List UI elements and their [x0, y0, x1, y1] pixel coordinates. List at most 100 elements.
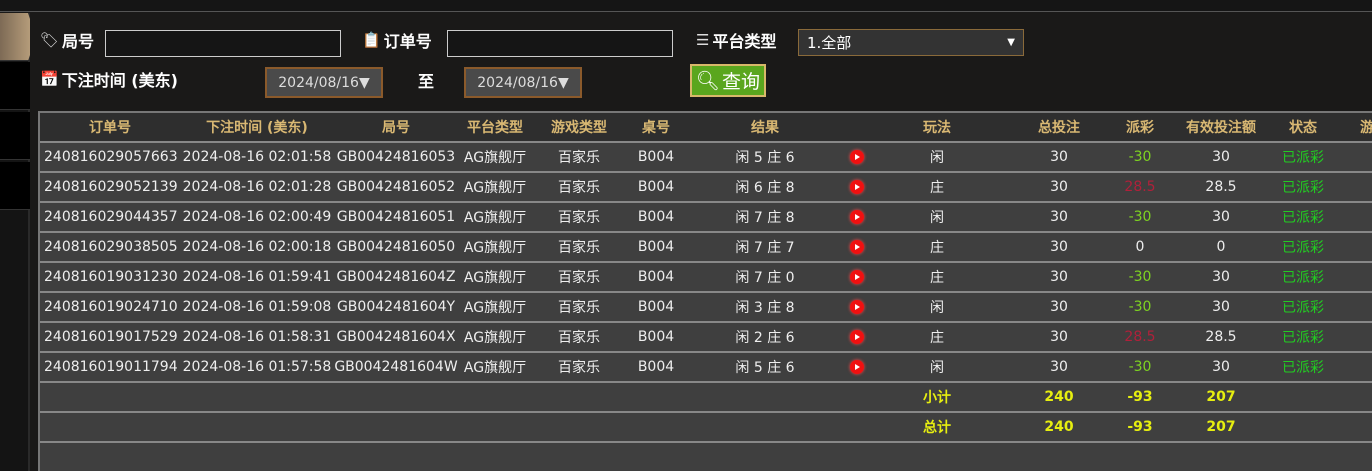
table-row[interactable]: 240816029044357 2024-08-16 02:00:49 GB0042…: [40, 202, 1372, 233]
table-cell: [1330, 232, 1372, 263]
table-cell: AG旗舰厅: [458, 142, 532, 173]
table-cell: 闲 7 庄 8: [686, 202, 844, 233]
date-from-picker[interactable]: 2024/08/16▼: [265, 67, 383, 98]
table-cell: 207: [1166, 382, 1276, 413]
table-cell: -93: [1114, 412, 1166, 443]
table-cell: 240816019011794: [40, 352, 180, 383]
table-cell: [180, 382, 334, 413]
play-video-icon[interactable]: [850, 330, 864, 344]
table-cell: 已派彩: [1276, 202, 1330, 233]
table-row[interactable]: 240816019031230 2024-08-16 01:59:41 GB0042…: [40, 262, 1372, 293]
table-cell: GB00424816052: [334, 172, 458, 203]
table-cell: [180, 412, 334, 443]
sidebar-tab[interactable]: [0, 162, 30, 210]
table-cell: GB0042481604W: [334, 352, 458, 383]
round-label-text: 局号: [62, 32, 95, 51]
platform-select-value: 1.全部: [807, 34, 852, 52]
table-cell: [1330, 202, 1372, 233]
table-cell: 30: [1004, 202, 1114, 233]
table-cell: [686, 412, 844, 443]
order-label: 📋 订单号: [362, 28, 432, 52]
play-video-icon[interactable]: [850, 210, 864, 224]
column-header: 下注时间 (美东): [180, 113, 334, 143]
table-cell: 240816029038505: [40, 232, 180, 263]
table-cell: [1330, 292, 1372, 323]
table-cell: 百家乐: [532, 292, 626, 323]
table-cell: 闲 7 庄 7: [686, 232, 844, 263]
table-cell: [1330, 262, 1372, 293]
calendar-icon: 📅: [40, 70, 59, 88]
table-cell: 2024-08-16 01:59:41: [180, 262, 334, 293]
table-cell: 已派彩: [1276, 352, 1330, 383]
play-video-icon[interactable]: [850, 360, 864, 374]
table-cell: GB00424816051: [334, 202, 458, 233]
round-input[interactable]: [105, 30, 341, 57]
table-cell: AG旗舰厅: [458, 292, 532, 323]
table-cell: B004: [626, 322, 686, 353]
table-cell: GB00424816050: [334, 232, 458, 263]
table-cell: AG旗舰厅: [458, 232, 532, 263]
table-row[interactable]: 240816029038505 2024-08-16 02:00:18 GB0042…: [40, 232, 1372, 263]
table-row[interactable]: 240816019024710 2024-08-16 01:59:08 GB0042…: [40, 292, 1372, 323]
table-cell: 已派彩: [1276, 172, 1330, 203]
sidebar-tab[interactable]: [0, 112, 30, 160]
sidebar-tab[interactable]: [0, 62, 30, 110]
platform-select[interactable]: 1.全部 ▼: [798, 29, 1024, 56]
table-cell: [844, 172, 870, 203]
clipboard-icon: 📋: [362, 31, 381, 49]
table-row[interactable]: 240816029057663 2024-08-16 02:01:58 GB0042…: [40, 142, 1372, 173]
table-cell: 2024-08-16 02:00:49: [180, 202, 334, 233]
play-video-icon[interactable]: [850, 240, 864, 254]
table-cell: 30: [1004, 352, 1114, 383]
top-bar: [0, 0, 1372, 12]
table-cell: AG旗舰厅: [458, 352, 532, 383]
table-cell: [1330, 412, 1372, 443]
play-video-icon[interactable]: [850, 150, 864, 164]
table-cell: AG旗舰厅: [458, 172, 532, 203]
table-cell: 240816029044357: [40, 202, 180, 233]
table-cell: 30: [1004, 292, 1114, 323]
table-cell: B004: [626, 142, 686, 173]
table-cell: [844, 352, 870, 383]
query-button[interactable]: 🔍︎ 查询: [690, 64, 766, 97]
table-cell: 庄: [870, 262, 1004, 293]
table-cell: B004: [626, 172, 686, 203]
table-row[interactable]: 240816019017529 2024-08-16 01:58:31 GB0042…: [40, 322, 1372, 353]
table-cell: 已派彩: [1276, 142, 1330, 173]
table-cell: 百家乐: [532, 232, 626, 263]
table-cell: 闲 5 庄 6: [686, 352, 844, 383]
table-cell: GB0042481604X: [334, 322, 458, 353]
table-cell: [844, 322, 870, 353]
table-cell: [334, 382, 458, 413]
table-cell: 240816029057663: [40, 142, 180, 173]
subtotal-row: 小计 240 -93 207: [40, 382, 1372, 413]
table-cell: [40, 382, 180, 413]
table-cell: 30: [1166, 262, 1276, 293]
table-header-row: 订单号 下注时间 (美东) 局号 平台类型 游戏类型 桌号 结果 玩法 总投注 派彩 有效投注额 状态…: [40, 113, 1372, 143]
table-row[interactable]: 240816019011794 2024-08-16 01:57:58 GB0042…: [40, 352, 1372, 383]
order-input[interactable]: [447, 30, 673, 57]
table-cell: 百家乐: [532, 262, 626, 293]
date-to-picker[interactable]: 2024/08/16▼: [464, 67, 582, 98]
table-row[interactable]: 240816029052139 2024-08-16 02:01:28 GB0042…: [40, 172, 1372, 203]
table-cell: 2024-08-16 02:01:28: [180, 172, 334, 203]
table-cell: 总计: [870, 412, 1004, 443]
total-row: 总计 240 -93 207: [40, 412, 1372, 443]
table-cell: 2024-08-16 01:57:58: [180, 352, 334, 383]
table-cell: [1276, 382, 1330, 413]
table-cell: 28.5: [1114, 322, 1166, 353]
table-cell: 闲: [870, 142, 1004, 173]
play-video-icon[interactable]: [850, 180, 864, 194]
table-cell: GB0042481604Z: [334, 262, 458, 293]
play-video-icon[interactable]: [850, 270, 864, 284]
table-cell: -30: [1114, 202, 1166, 233]
search-icon: 🔍︎: [695, 70, 721, 92]
table-cell: 闲 5 庄 6: [686, 142, 844, 173]
table-cell: 240: [1004, 382, 1114, 413]
table-cell: 28.5: [1114, 172, 1166, 203]
table-cell: [1330, 382, 1372, 413]
sidebar-tab-active[interactable]: [0, 13, 30, 61]
table-cell: 30: [1004, 172, 1114, 203]
play-video-icon[interactable]: [850, 300, 864, 314]
column-header: 平台类型: [458, 113, 532, 143]
